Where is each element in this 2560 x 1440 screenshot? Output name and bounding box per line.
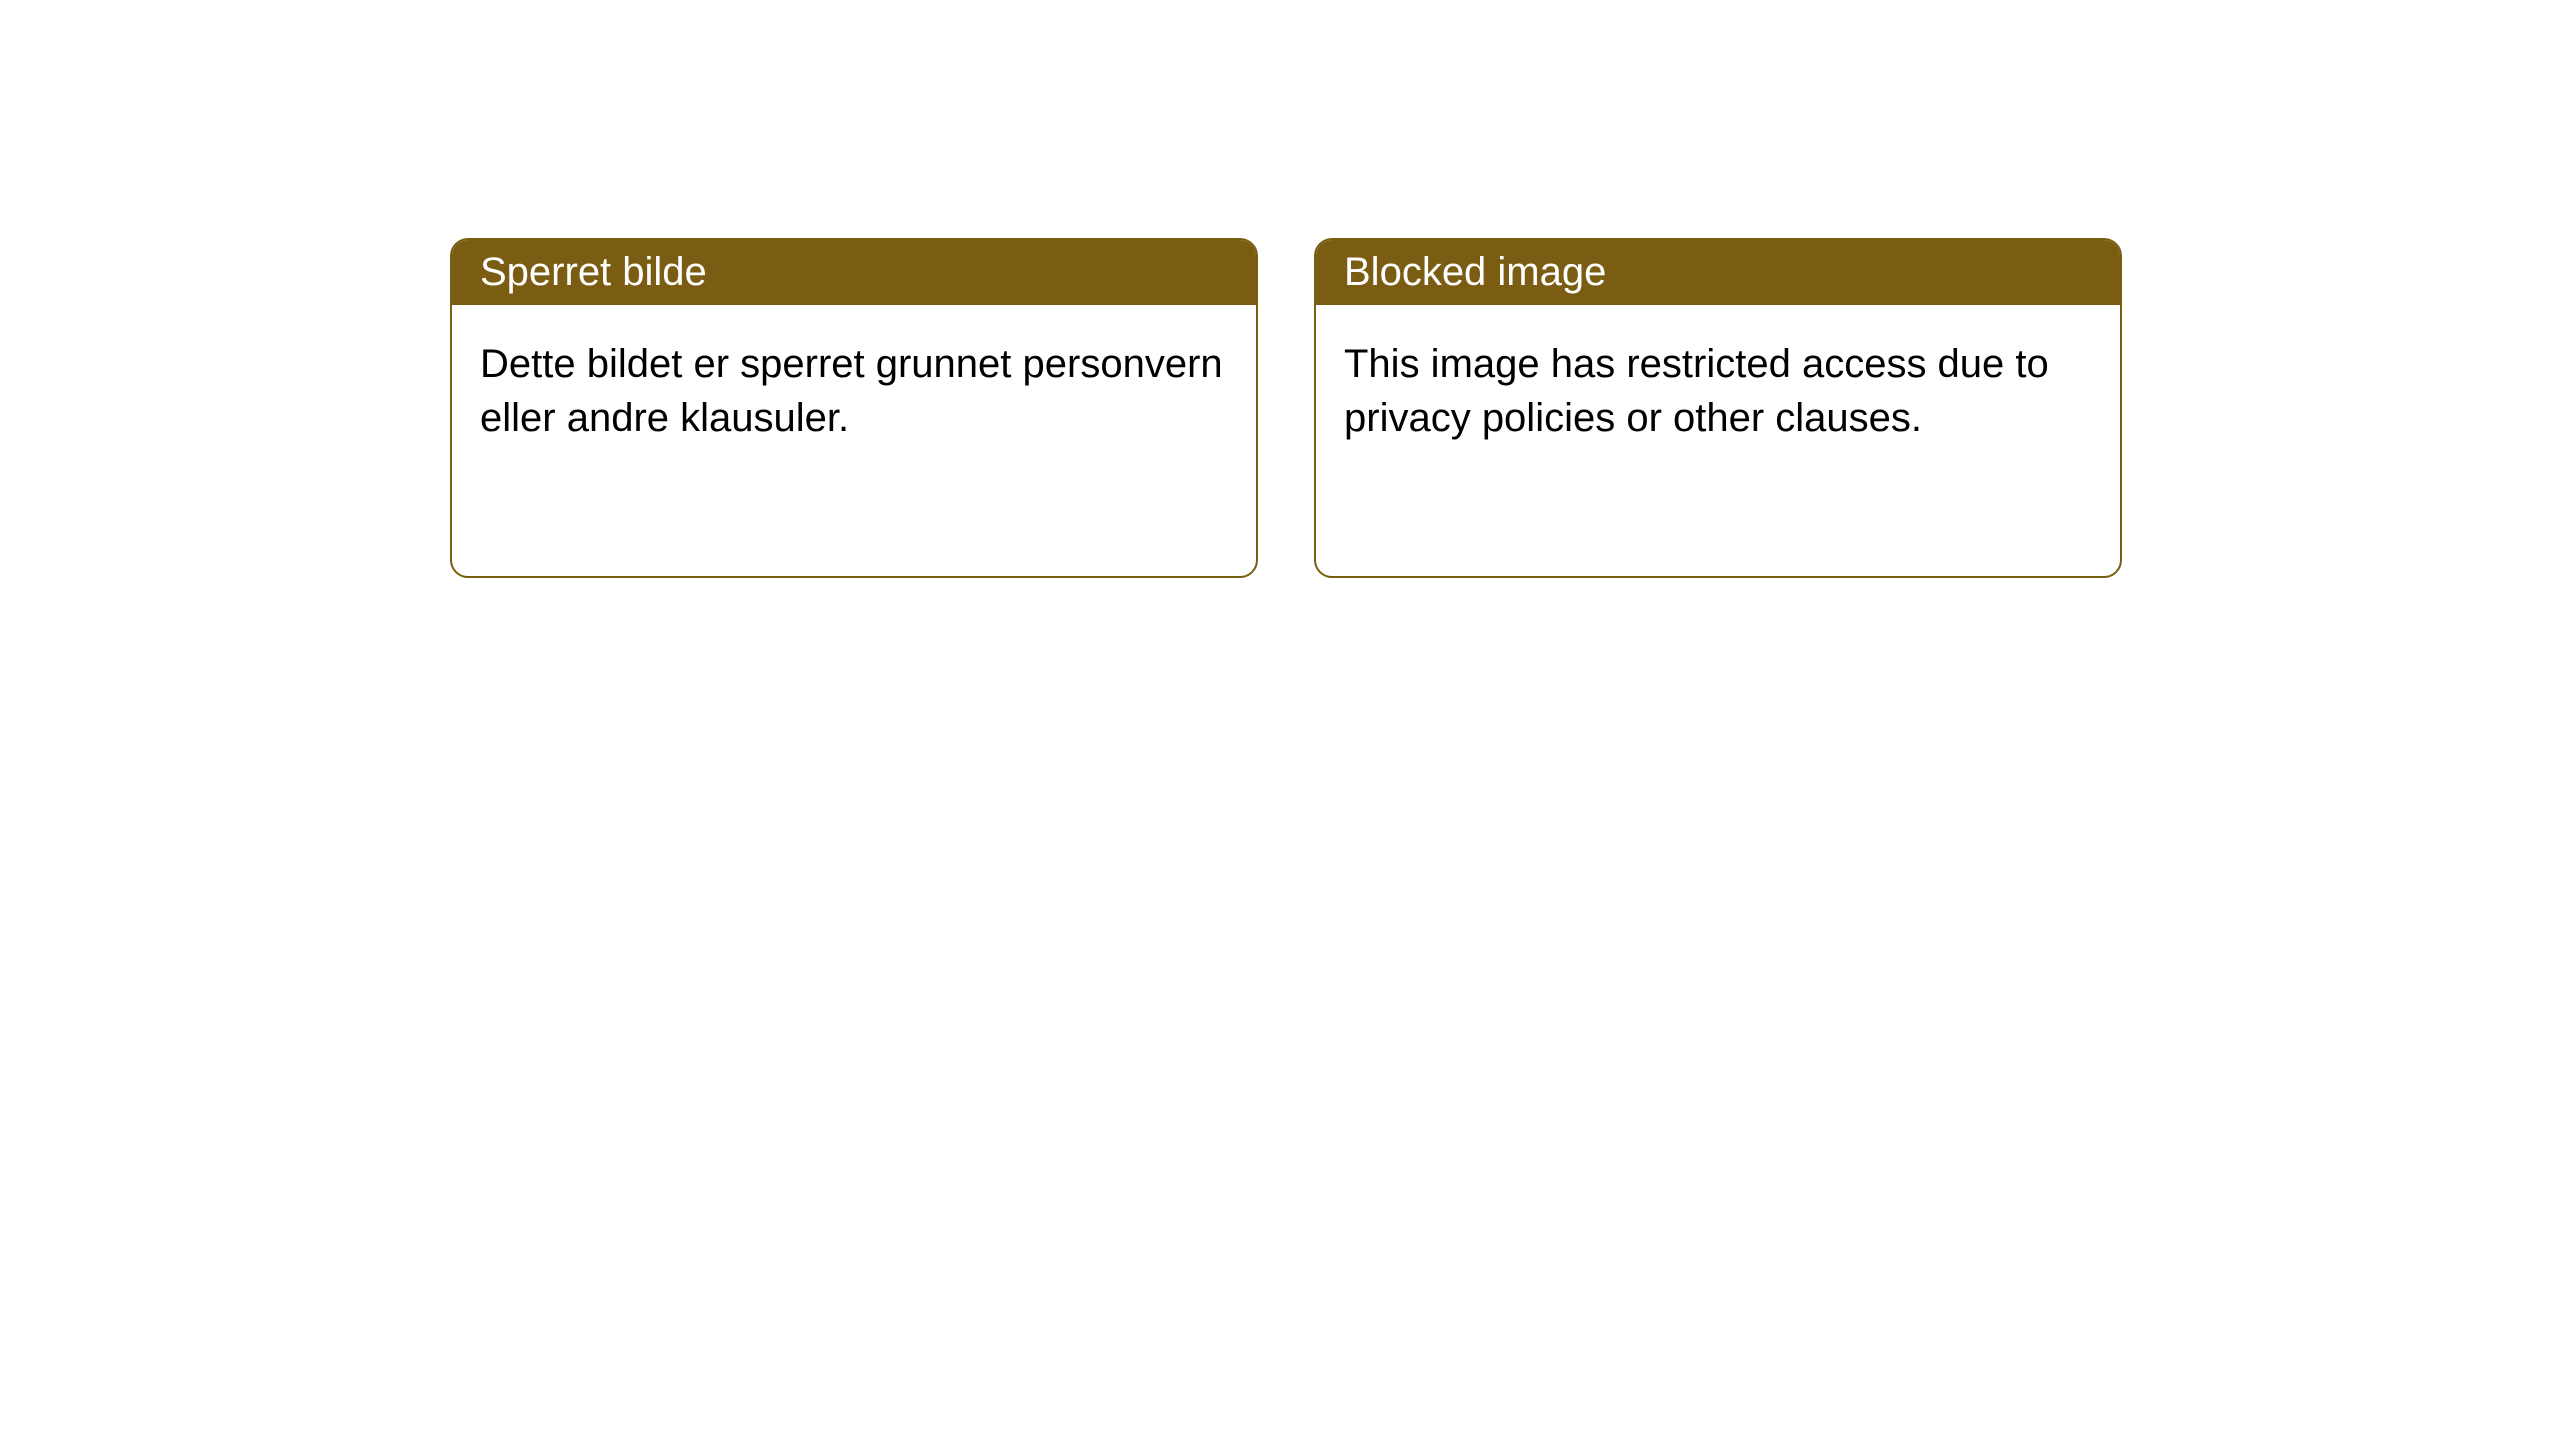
card-body-text-en: This image has restricted access due to …: [1344, 342, 2049, 440]
blocked-image-card-no: Sperret bilde Dette bildet er sperret gr…: [450, 238, 1258, 578]
card-header-no: Sperret bilde: [452, 240, 1256, 305]
blocked-image-card-en: Blocked image This image has restricted …: [1314, 238, 2122, 578]
card-body-no: Dette bildet er sperret grunnet personve…: [452, 305, 1256, 477]
card-title-no: Sperret bilde: [480, 250, 707, 294]
card-title-en: Blocked image: [1344, 250, 1606, 294]
card-body-en: This image has restricted access due to …: [1316, 305, 2120, 477]
blocked-image-cards: Sperret bilde Dette bildet er sperret gr…: [450, 238, 2122, 578]
card-header-en: Blocked image: [1316, 240, 2120, 305]
card-body-text-no: Dette bildet er sperret grunnet personve…: [480, 342, 1223, 440]
